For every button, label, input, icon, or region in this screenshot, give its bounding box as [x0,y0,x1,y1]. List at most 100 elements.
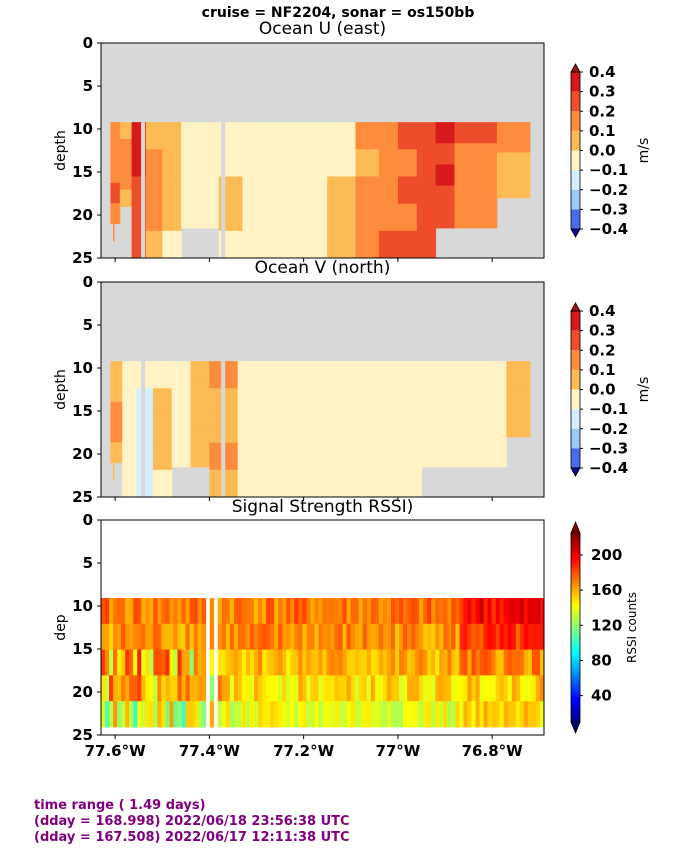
velocity-cell [122,415,137,444]
velocity-cell [119,122,133,140]
rssi-cell [370,675,376,702]
velocity-cell [280,388,328,416]
rssi-cell [403,598,408,625]
rssi-cell [386,701,392,728]
velocity-cell [237,415,281,444]
rssi-cell [306,649,311,676]
rssi-cell [105,675,110,702]
rssi-cell [149,623,154,650]
velocity-cell [162,176,182,205]
rssi-cell [161,649,166,676]
rssi-cell [270,675,275,702]
rssi-cell [523,675,529,702]
colorbar-band [571,640,580,644]
rssi-cell [145,701,150,728]
rssi-cell [185,623,190,650]
rssi-cell [503,598,509,625]
velocity-cell [270,176,300,205]
rssi-cell [407,701,412,728]
rssi-cell [221,649,227,676]
colorbar-band [571,389,580,410]
rssi-cell [439,701,444,728]
rssi-cell [117,701,122,728]
y-tick-label: 0 [83,273,93,291]
rssi-cell [342,675,348,702]
colorbar-band [571,602,580,606]
rssi-cell [495,649,501,676]
rssi-cell [221,623,227,650]
colorbar-label: m/s [636,138,652,164]
velocity-cell [397,230,418,259]
rssi-cell [286,623,291,650]
rssi-cell [435,701,440,728]
rssi-cell [499,675,505,702]
rssi-cell [463,649,468,676]
rssi-cell [250,701,255,728]
rssi-cell [258,598,263,625]
rssi-cell [467,623,472,650]
velocity-cell [468,382,507,404]
rssi-cell [181,598,186,625]
rssi-cell [225,675,231,702]
rssi-cell [527,675,533,702]
rssi-cell [169,675,174,702]
rssi-cell [105,701,110,728]
colorbar-band [571,596,580,600]
colorbar-band [571,170,580,190]
y-axis-label: depth [53,130,69,171]
y-tick-label: 10 [72,359,93,377]
rssi-cell [394,649,400,676]
rssi-cell [282,649,287,676]
rssi-cell [495,675,501,702]
rssi-cell [439,675,444,702]
rssi-cell [378,675,384,702]
rssi-cell [491,623,497,650]
velocity-cell [113,217,115,242]
velocity-cell [190,403,210,426]
velocity-cell [113,456,115,481]
y-tick-label: 25 [72,249,93,267]
rssi-cell [386,623,392,650]
colorbar: 200 160 120 80 40 RSSI counts [570,520,639,735]
rssi-cell [185,701,190,728]
velocity-cell [506,391,531,408]
colorbar-band [571,674,580,679]
velocity-cell [152,361,173,389]
colorbar-band [571,567,580,572]
velocity-cell [119,189,133,207]
rssi-cell [314,649,319,676]
colorbar-band [571,621,580,625]
rssi-cell [165,675,170,702]
rssi-cell [338,701,344,728]
rssi-cell [350,623,356,650]
colorbar-tick-label: −0.1 [589,400,628,418]
rssi-cell [330,675,335,702]
colorbar-band [571,662,580,666]
colorbar-band [571,655,580,660]
x-tick-label: 77°W [375,742,420,760]
rssi-cell [479,598,484,625]
velocity-cell [506,406,531,423]
colorbar-tick-label: 0.2 [589,341,616,359]
velocity-cell [327,230,356,259]
rssi-cell [334,623,340,650]
rssi-cell [487,649,493,676]
rssi-cell [459,623,464,650]
panel-title: Ocean U (east) [259,19,386,39]
rssi-cell [310,701,315,728]
rssi-cell [109,623,114,650]
rssi-cell [137,598,142,625]
rssi-cell [403,701,408,728]
velocity-cell [237,469,281,498]
rssi-cell [113,649,118,676]
colorbar-band [571,561,580,565]
rssi-cell [539,701,545,728]
rssi-cell [262,623,267,650]
rssi-cell [443,623,448,650]
rssi-cell [241,649,247,676]
rssi-cell [386,649,392,676]
plot-area [101,43,544,259]
rssi-cell [427,623,432,650]
rssi-cell [294,623,299,650]
